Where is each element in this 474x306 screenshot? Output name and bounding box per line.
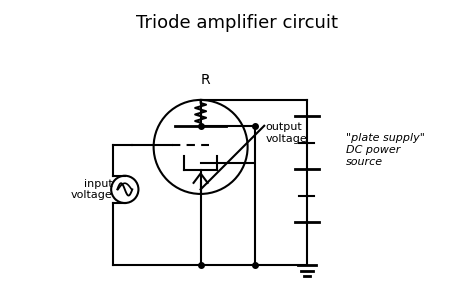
Text: "plate supply"
DC power
source: "plate supply" DC power source: [346, 133, 425, 166]
Text: input
voltage: input voltage: [71, 179, 113, 200]
Text: Triode amplifier circuit: Triode amplifier circuit: [136, 13, 338, 32]
Text: R: R: [201, 73, 210, 87]
Text: output
voltage: output voltage: [266, 122, 308, 144]
